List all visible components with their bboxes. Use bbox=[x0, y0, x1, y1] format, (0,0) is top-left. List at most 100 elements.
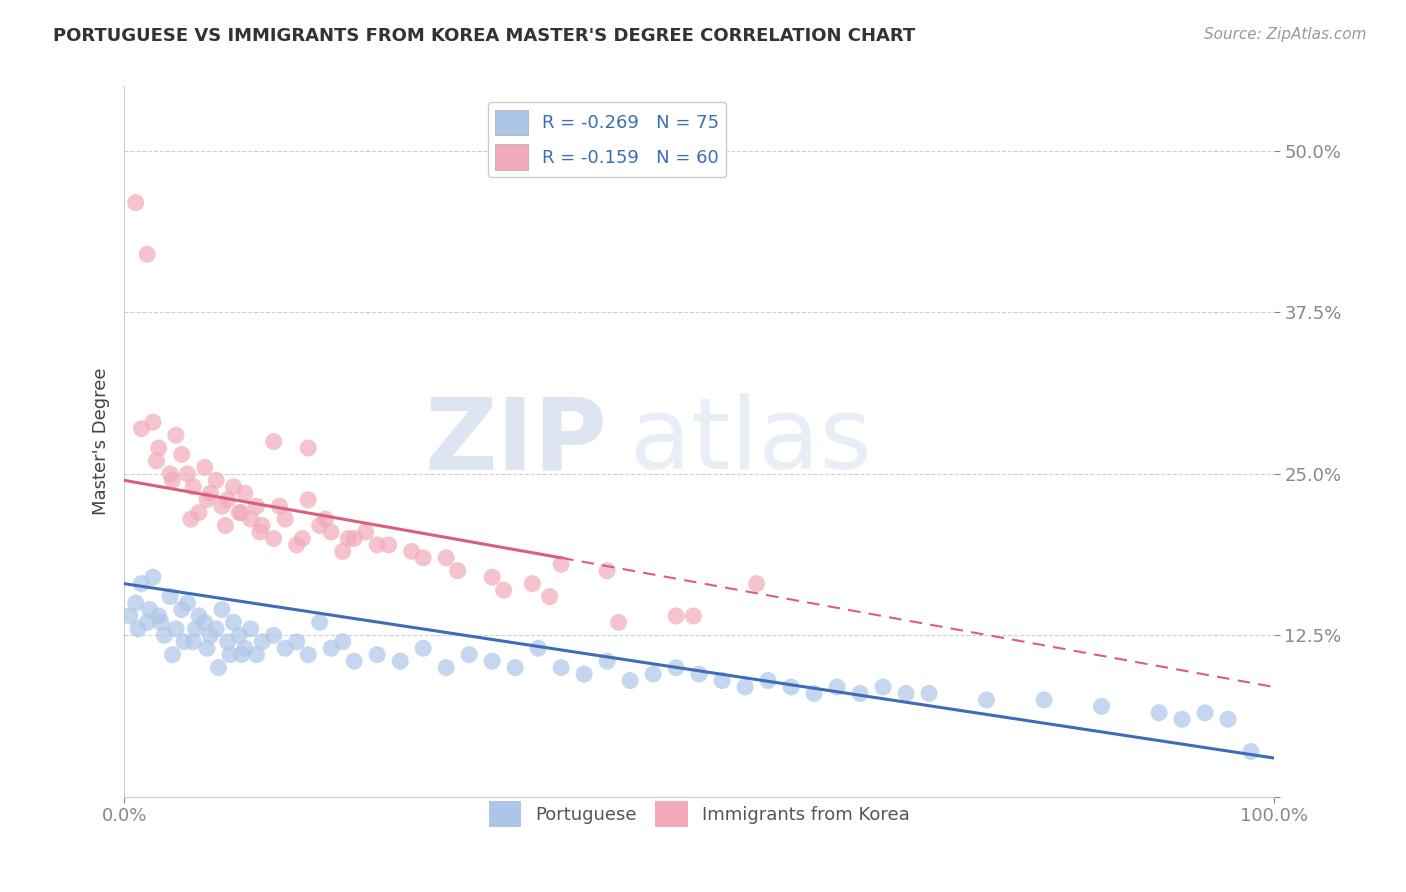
Point bbox=[217, 634, 239, 648]
Point bbox=[308, 518, 330, 533]
Legend: Portuguese, Immigrants from Korea: Portuguese, Immigrants from Korea bbox=[481, 794, 917, 834]
Point bbox=[145, 454, 167, 468]
Point bbox=[162, 473, 184, 487]
Point bbox=[125, 195, 148, 210]
Point bbox=[250, 634, 273, 648]
Point bbox=[159, 467, 181, 481]
Point bbox=[711, 673, 734, 688]
Point bbox=[274, 641, 297, 656]
Point bbox=[127, 622, 149, 636]
Point bbox=[596, 564, 619, 578]
Point bbox=[184, 622, 207, 636]
Point bbox=[245, 499, 267, 513]
Point bbox=[745, 576, 768, 591]
Point bbox=[181, 480, 204, 494]
Point bbox=[194, 460, 217, 475]
Y-axis label: Master's Degree: Master's Degree bbox=[93, 368, 110, 516]
Point bbox=[619, 673, 641, 688]
Point bbox=[233, 486, 256, 500]
Point bbox=[136, 247, 159, 261]
Point bbox=[458, 648, 481, 662]
Point bbox=[434, 550, 457, 565]
Point bbox=[291, 532, 314, 546]
Point bbox=[195, 641, 218, 656]
Point bbox=[1147, 706, 1170, 720]
Point bbox=[211, 602, 233, 616]
Point bbox=[170, 448, 193, 462]
Point bbox=[734, 680, 756, 694]
Point bbox=[412, 641, 434, 656]
Point bbox=[297, 441, 319, 455]
Point bbox=[1171, 712, 1194, 726]
Point bbox=[780, 680, 803, 694]
Point bbox=[538, 590, 561, 604]
Point bbox=[195, 492, 218, 507]
Point bbox=[1033, 693, 1056, 707]
Point bbox=[332, 634, 354, 648]
Point bbox=[803, 686, 825, 700]
Point bbox=[643, 667, 665, 681]
Point bbox=[401, 544, 423, 558]
Point bbox=[447, 564, 470, 578]
Point bbox=[200, 486, 222, 500]
Point bbox=[200, 628, 222, 642]
Point bbox=[159, 590, 181, 604]
Point bbox=[219, 648, 242, 662]
Point bbox=[263, 628, 285, 642]
Point bbox=[205, 473, 228, 487]
Point bbox=[550, 660, 572, 674]
Point bbox=[148, 441, 170, 455]
Point bbox=[138, 602, 160, 616]
Point bbox=[211, 499, 233, 513]
Point bbox=[825, 680, 848, 694]
Point bbox=[1090, 699, 1112, 714]
Point bbox=[337, 532, 360, 546]
Point bbox=[682, 609, 704, 624]
Point bbox=[153, 628, 176, 642]
Point bbox=[849, 686, 872, 700]
Point bbox=[492, 583, 515, 598]
Point bbox=[314, 512, 336, 526]
Point bbox=[150, 615, 173, 630]
Text: ZIP: ZIP bbox=[425, 393, 607, 490]
Point bbox=[377, 538, 399, 552]
Point bbox=[756, 673, 779, 688]
Point bbox=[572, 667, 595, 681]
Point bbox=[894, 686, 917, 700]
Point bbox=[222, 615, 245, 630]
Point bbox=[503, 660, 526, 674]
Point bbox=[366, 538, 388, 552]
Point bbox=[354, 524, 377, 539]
Point bbox=[1216, 712, 1239, 726]
Point bbox=[162, 648, 184, 662]
Point bbox=[343, 532, 366, 546]
Point bbox=[665, 609, 688, 624]
Point bbox=[131, 576, 153, 591]
Point bbox=[249, 524, 271, 539]
Point bbox=[285, 634, 308, 648]
Point bbox=[366, 648, 388, 662]
Point bbox=[239, 622, 262, 636]
Point bbox=[389, 654, 412, 668]
Point bbox=[180, 512, 202, 526]
Point bbox=[131, 422, 153, 436]
Point bbox=[308, 615, 330, 630]
Point bbox=[596, 654, 619, 668]
Point bbox=[976, 693, 998, 707]
Point bbox=[527, 641, 550, 656]
Point bbox=[217, 492, 239, 507]
Point bbox=[285, 538, 308, 552]
Point bbox=[607, 615, 630, 630]
Point bbox=[142, 570, 165, 584]
Point bbox=[263, 434, 285, 449]
Point bbox=[170, 602, 193, 616]
Point bbox=[142, 415, 165, 429]
Point bbox=[321, 641, 343, 656]
Point bbox=[550, 558, 572, 572]
Point bbox=[165, 428, 187, 442]
Point bbox=[269, 499, 291, 513]
Point bbox=[194, 615, 217, 630]
Text: PORTUGUESE VS IMMIGRANTS FROM KOREA MASTER'S DEGREE CORRELATION CHART: PORTUGUESE VS IMMIGRANTS FROM KOREA MAST… bbox=[53, 27, 915, 45]
Point bbox=[1194, 706, 1216, 720]
Point bbox=[274, 512, 297, 526]
